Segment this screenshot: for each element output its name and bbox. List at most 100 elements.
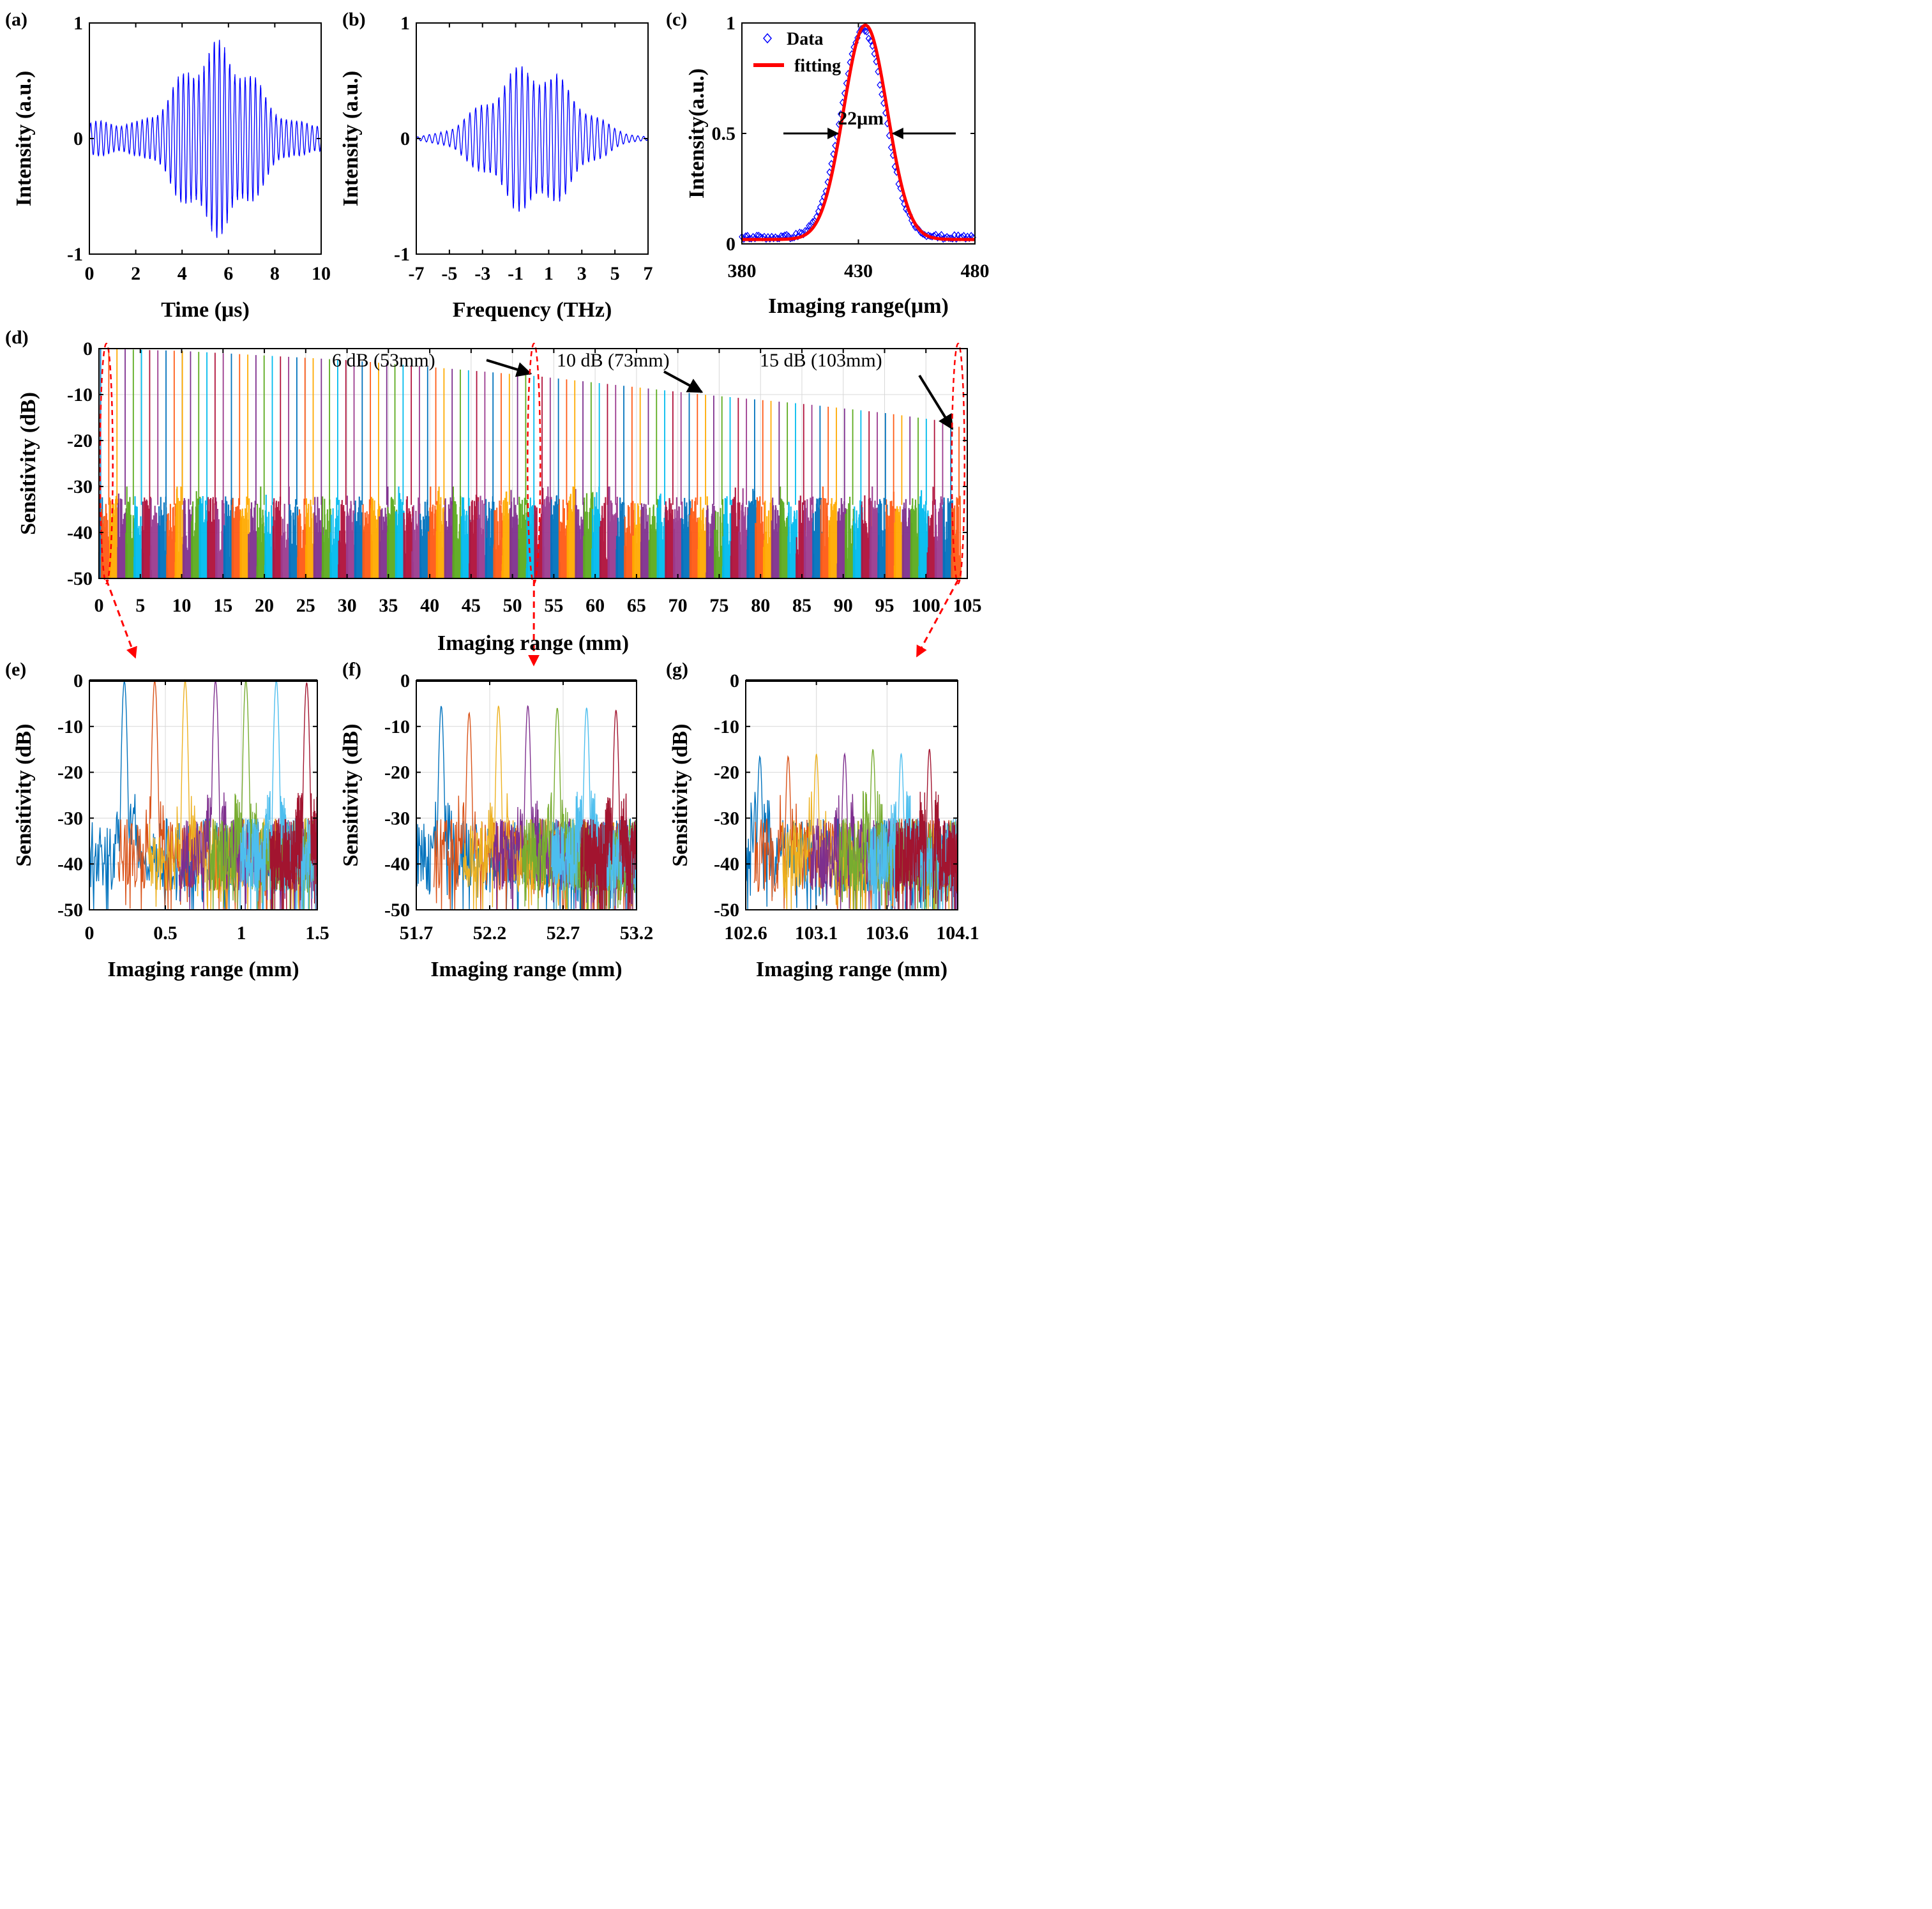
- x-tick-label: 100: [912, 595, 940, 616]
- y-tick-label: 1: [726, 13, 736, 34]
- x-tick-label: 4: [177, 263, 187, 284]
- series-interferogram-b: [416, 66, 649, 212]
- x-tick-label: 1: [544, 263, 554, 284]
- noise-block: [803, 496, 815, 578]
- x-tick-label: 70: [668, 595, 688, 616]
- panel-label: (f): [342, 659, 361, 680]
- series-f: [416, 705, 637, 910]
- x-axis-label: Imaging range (mm): [756, 958, 947, 981]
- frame-f: 51.7 52.2 52.7 53.2 -50 -40 -30 -20 -10 0 Imaging …: [339, 670, 653, 981]
- x-tick-label: 8: [270, 263, 280, 284]
- x-tick-label: 104.1: [936, 923, 979, 944]
- x-tick-label: 60: [585, 595, 605, 616]
- series-e: [89, 679, 318, 910]
- y-tick-label: -40: [714, 854, 739, 875]
- x-tick-label: 25: [296, 595, 315, 616]
- frame-b: -7 -5 -3 -1 1 3 5 7 -1 0 1 Frequency (THz) Intensity…: [339, 13, 653, 322]
- y-tick-label: -40: [67, 522, 93, 543]
- x-axis-label: Time (μs): [161, 298, 250, 322]
- x-tick-label: 5: [610, 263, 620, 284]
- x-axis-label: Imaging range(μm): [768, 294, 949, 318]
- x-tick-label: 2: [131, 263, 140, 284]
- y-tick-label: -50: [714, 900, 739, 921]
- y-tick-label: -20: [57, 762, 83, 783]
- fitting-line: [742, 23, 975, 241]
- y-tick-label: 0: [73, 128, 83, 149]
- panel-label: (b): [342, 9, 366, 30]
- x-tick-label: 430: [844, 260, 873, 282]
- x-tick-label: 3: [577, 263, 587, 284]
- x-tick-label: 5: [135, 595, 145, 616]
- y-tick-label: -1: [67, 244, 83, 265]
- x-tick-label: 65: [627, 595, 646, 616]
- y-tick-label: 1: [73, 13, 83, 34]
- panel-label: (a): [5, 9, 27, 30]
- noise-block: [403, 496, 414, 578]
- interferogram-line: [416, 66, 649, 212]
- noise-block: [182, 498, 193, 578]
- y-tick-label: -40: [57, 854, 83, 875]
- annotation-label: 15 dB (103mm): [760, 350, 882, 371]
- y-tick-label: 0: [730, 670, 739, 691]
- data-marker: [751, 234, 758, 243]
- peaks: [100, 349, 960, 505]
- y-tick-label: -30: [384, 808, 410, 829]
- legend-label-data: Data: [787, 29, 824, 49]
- x-tick-label: 20: [255, 595, 274, 616]
- x-tick-label: 103.6: [866, 923, 909, 944]
- panel-label: (c): [666, 9, 687, 30]
- x-tick-label: 7: [644, 263, 653, 284]
- data-marker: [774, 234, 781, 243]
- highlight-ellipse: [951, 342, 966, 585]
- y-tick-label: 0: [73, 670, 83, 691]
- y-tick-label: -30: [67, 476, 93, 497]
- noise-block: [248, 501, 259, 578]
- y-tick-label: -50: [57, 900, 83, 921]
- y-axis-label: Intensity(a.u.): [685, 68, 709, 199]
- y-tick-label: -40: [384, 854, 410, 875]
- sensitivity-trace: [580, 709, 637, 910]
- annotation-arrow: [663, 370, 704, 393]
- x-tick-label: -3: [474, 263, 490, 284]
- y-tick-label: 0: [400, 128, 410, 149]
- y-axis-label: Sensitivity (dB): [12, 724, 36, 867]
- zoom-arrow: [105, 579, 137, 659]
- x-axis-label: Frequency (THz): [453, 298, 612, 322]
- x-tick-label: -5: [441, 263, 457, 284]
- y-tick-label: 0.5: [712, 123, 736, 144]
- sensitivity-trace: [894, 748, 958, 910]
- y-tick-label: -10: [714, 716, 739, 737]
- y-tick-label: -1: [394, 244, 410, 265]
- x-tick-label: 50: [503, 595, 522, 616]
- x-tick-label: 0.5: [153, 923, 177, 944]
- y-tick-label: 1: [400, 13, 410, 34]
- interferogram-line: [89, 40, 322, 238]
- frame-g: 102.6 103.1 103.6 104.1 -50 -40 -30 -20 -10 0 Imag…: [668, 670, 979, 981]
- y-tick-label: -30: [714, 808, 739, 829]
- annotation-arrow: [918, 374, 954, 430]
- x-tick-label: 1.5: [305, 923, 329, 944]
- series-interferogram-a: [89, 40, 322, 238]
- legend: Data fitting: [753, 29, 841, 76]
- x-tick-label: 35: [379, 595, 398, 616]
- y-axis-label: Sensitivity (dB): [339, 724, 363, 867]
- frame-d: 0 5 10 15 20 25 30 35 40 45 50 55 60 65 70 75 80 85 90 95 10…: [17, 338, 982, 655]
- x-tick-label: 52.2: [473, 923, 507, 944]
- x-tick-label: -1: [508, 263, 524, 284]
- x-tick-label: 10: [172, 595, 192, 616]
- fwhm-label: 22μm: [838, 108, 884, 129]
- x-tick-label: 1: [237, 923, 246, 944]
- data-marker: [865, 34, 872, 43]
- data-marker: [861, 27, 868, 35]
- y-tick-label: 0: [83, 338, 93, 359]
- data-marker: [946, 234, 952, 242]
- x-tick-label: 55: [544, 595, 563, 616]
- x-tick-label: 85: [792, 595, 811, 616]
- x-tick-label: 51.7: [400, 923, 434, 944]
- y-tick-label: -30: [57, 808, 83, 829]
- y-tick-label: -50: [67, 568, 93, 589]
- y-tick-label: 0: [726, 234, 736, 255]
- y-axis-label: Intensity (a.u.): [12, 71, 36, 207]
- y-tick-label: 0: [400, 670, 410, 691]
